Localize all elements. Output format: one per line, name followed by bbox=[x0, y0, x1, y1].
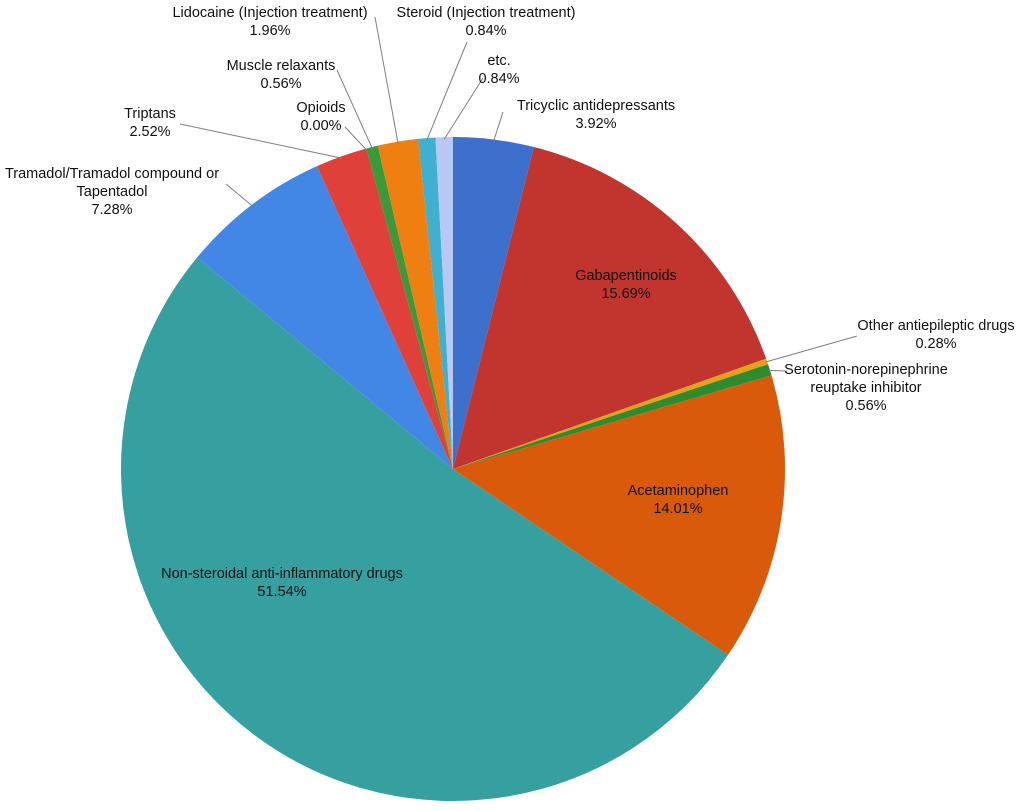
slice-muscle-relaxants-name: Muscle relaxants bbox=[227, 58, 336, 74]
slice-gabapentinoids-percent: 15.69% bbox=[601, 286, 650, 302]
slice-acetaminophen-label: Acetaminophen 14.01% bbox=[628, 483, 729, 517]
slice-tramadol-tramadol-compound-or-name: Tapentadol bbox=[77, 184, 148, 200]
slice-tricyclic-antidepressants bbox=[453, 137, 534, 469]
pie-slices bbox=[120, 137, 785, 802]
slice-tricyclic-antidepressants-leader bbox=[493, 111, 504, 142]
slice-serotonin-norepinephrine bbox=[453, 364, 772, 469]
slice-other-antiepileptic-drugs-name: Other antiepileptic drugs bbox=[857, 318, 1014, 334]
slice-triptans-name: Triptans bbox=[124, 106, 176, 122]
slice-muscle-relaxants-percent: 0.56% bbox=[260, 76, 301, 92]
slice-serotonin-norepinephrine-percent: 0.56% bbox=[845, 398, 886, 414]
slice-tramadol-tramadol-compound-or-leader bbox=[225, 183, 254, 207]
slice-triptans bbox=[316, 148, 453, 470]
slice-gabapentinoids-name: Gabapentinoids bbox=[575, 268, 677, 284]
slice-etc-name: etc. bbox=[487, 53, 510, 69]
slice-etc-leader bbox=[443, 77, 484, 140]
slice-acetaminophen-name: Acetaminophen bbox=[628, 483, 729, 499]
slice-gabapentinoids-label: Gabapentinoids 15.69% bbox=[575, 268, 677, 302]
slice-lidocaine-injection-treatment-name: Lidocaine (Injection treatment) bbox=[172, 5, 367, 21]
slice-tramadol-tramadol-compound-or-name: Tramadol/Tramadol compound or bbox=[5, 166, 219, 182]
slice-steroid-injection-treatment-leader bbox=[426, 41, 468, 141]
slice-tricyclic-antidepressants-name: Tricyclic antidepressants bbox=[517, 98, 675, 114]
slice-opioids-label: Opioids 0.00% bbox=[296, 100, 345, 134]
slice-non-steroidal-anti-inflammatory-drugs-name: Non-steroidal anti-inflammatory drugs bbox=[161, 566, 403, 582]
slice-serotonin-norepinephrine-label: Serotonin-norepinephrine reuptake inhibit… bbox=[784, 362, 948, 414]
slice-tramadol-tramadol-compound-or bbox=[197, 166, 453, 469]
slice-tramadol-tramadol-compound-or-label: Tramadol/Tramadol compound or Tapentadol 7… bbox=[5, 166, 219, 218]
slice-lidocaine-injection-treatment-percent: 1.96% bbox=[249, 23, 290, 39]
slice-opioids-leader bbox=[344, 126, 368, 151]
slice-muscle-relaxants bbox=[366, 145, 453, 469]
slice-etc-label: etc. 0.84% bbox=[478, 53, 519, 87]
slice-non-steroidal-anti-inflammatory-drugs bbox=[120, 257, 729, 802]
slice-steroid-injection-treatment-percent: 0.84% bbox=[465, 23, 506, 39]
slice-steroid-injection-treatment bbox=[418, 137, 453, 469]
slice-steroid-injection-treatment-label: Steroid (Injection treatment) 0.84% bbox=[397, 5, 576, 39]
slice-non-steroidal-anti-inflammatory-drugs-label: Non-steroidal anti-inflammatory drugs 51.… bbox=[161, 566, 403, 600]
slice-etc-percent: 0.84% bbox=[478, 71, 519, 87]
slice-triptans-percent: 2.52% bbox=[129, 124, 170, 140]
slice-muscle-relaxants-label: Muscle relaxants 0.56% bbox=[227, 58, 336, 92]
slice-muscle-relaxants-leader bbox=[336, 69, 373, 150]
slice-serotonin-norepinephrine-name: Serotonin-norepinephrine bbox=[784, 362, 948, 378]
slice-etc bbox=[435, 137, 453, 469]
slice-non-steroidal-anti-inflammatory-drugs-percent: 51.54% bbox=[257, 584, 306, 600]
slice-tricyclic-antidepressants-percent: 3.92% bbox=[575, 116, 616, 132]
slice-acetaminophen-percent: 14.01% bbox=[653, 501, 702, 517]
slice-acetaminophen bbox=[453, 375, 785, 655]
slice-other-antiepileptic-drugs-label: Other antiepileptic drugs 0.28% bbox=[857, 318, 1014, 352]
slice-tramadol-tramadol-compound-or-percent: 7.28% bbox=[91, 202, 132, 218]
slice-triptans-leader bbox=[179, 123, 343, 159]
slice-serotonin-norepinephrine-name: reuptake inhibitor bbox=[810, 380, 921, 396]
slice-serotonin-norepinephrine-leader bbox=[767, 369, 788, 372]
slice-gabapentinoids bbox=[453, 147, 767, 469]
slice-labels: Tricyclic antidepressants 3.92% Gabapentin… bbox=[5, 5, 1015, 600]
slice-steroid-injection-treatment-name: Steroid (Injection treatment) bbox=[397, 5, 576, 21]
slice-opioids-percent: 0.00% bbox=[300, 118, 341, 134]
slice-tricyclic-antidepressants-label: Tricyclic antidepressants 3.92% bbox=[517, 98, 675, 132]
slice-opioids-name: Opioids bbox=[296, 100, 345, 116]
slice-other-antiepileptic-drugs bbox=[453, 358, 769, 469]
slice-triptans-label: Triptans 2.52% bbox=[124, 106, 176, 140]
slice-other-antiepileptic-drugs-percent: 0.28% bbox=[915, 336, 956, 352]
slice-other-antiepileptic-drugs-leader bbox=[765, 335, 858, 363]
slice-lidocaine-injection-treatment bbox=[377, 138, 453, 469]
leader-lines bbox=[179, 16, 858, 372]
slice-lidocaine-injection-treatment-label: Lidocaine (Injection treatment) 1.96% bbox=[172, 5, 367, 39]
slice-lidocaine-injection-treatment-leader bbox=[374, 16, 399, 144]
